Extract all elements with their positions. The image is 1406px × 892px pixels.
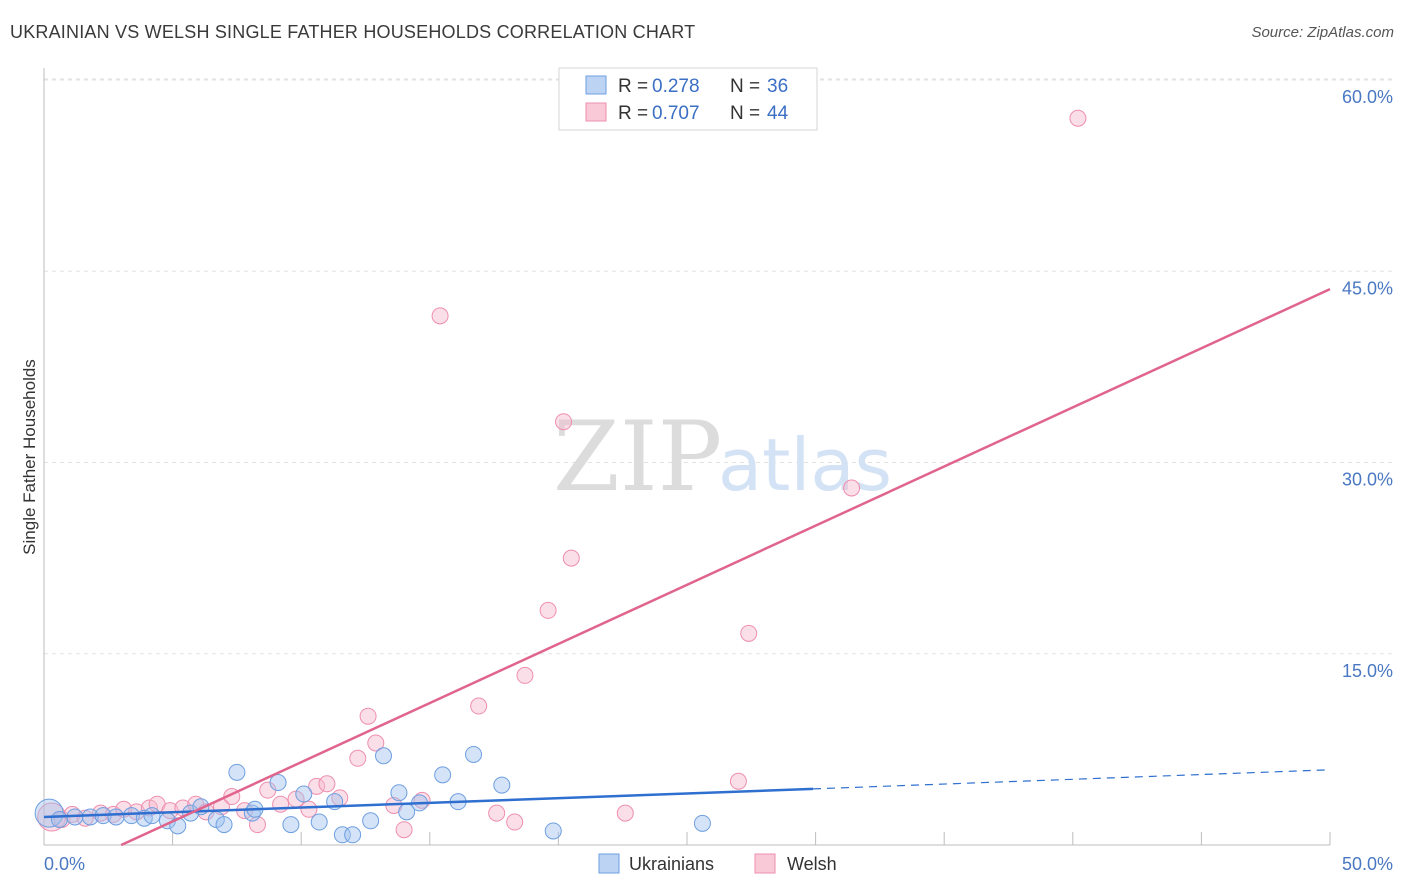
welsh-point: [318, 775, 336, 793]
y-axis-label: Single Father Households: [20, 359, 39, 555]
ukrainians-point: [362, 812, 380, 830]
ukrainians-point: [544, 822, 562, 840]
legend-ukrainians-label: Ukrainians: [629, 854, 714, 874]
ukrainians-point: [434, 766, 452, 784]
welsh-point: [562, 549, 580, 567]
ukrainians-point: [143, 807, 161, 825]
welsh-point: [300, 800, 318, 818]
welsh-point: [506, 813, 524, 831]
ukrainians-point: [333, 826, 351, 844]
axes: [43, 68, 1331, 846]
watermark-zip: ZIP: [553, 401, 722, 513]
trend-lines: [43, 287, 1331, 847]
series-legend: Ukrainians Welsh: [598, 853, 837, 874]
watermark: ZIP atlas: [553, 401, 892, 513]
ukrainians-point: [282, 816, 300, 834]
ukrainians-point: [493, 776, 511, 794]
legend-n-value-2: 44: [767, 103, 789, 124]
y-tick-labels: 15.0% 30.0% 45.0% 60.0%: [1342, 87, 1393, 681]
welsh-point: [359, 707, 377, 725]
ukrainian-points: [34, 745, 711, 844]
watermark-atlas: atlas: [718, 423, 892, 507]
stats-legend: R = 0.278 N = 36 R = 0.707 N = 44: [558, 67, 818, 131]
ukrainians-point: [228, 763, 246, 781]
legend-n-label-2: N =: [730, 103, 760, 124]
welsh-point: [539, 601, 557, 619]
welsh-point: [470, 697, 488, 715]
source-credit: Source: ZipAtlas.com: [1251, 24, 1394, 41]
ukrainians-point: [269, 774, 287, 792]
welsh-point: [555, 413, 573, 431]
welsh-point: [272, 795, 290, 813]
legend-welsh-swatch: [754, 853, 776, 874]
ukrainians-trend-line: [43, 787, 814, 819]
legend-n-value-1: 36: [767, 76, 788, 97]
welsh-point: [395, 821, 413, 839]
ukrainians-point: [310, 813, 328, 831]
welsh-swatch: [585, 102, 607, 122]
ukrainians-point: [50, 811, 68, 828]
y-tick-label: 60.0%: [1342, 87, 1393, 107]
welsh-point: [616, 804, 634, 822]
legend-n-label-1: N =: [730, 76, 760, 97]
ukrainians-point: [295, 785, 313, 803]
welsh-point: [516, 666, 534, 684]
legend-r-label-2: R =: [618, 103, 648, 124]
ukrainians-swatch: [585, 75, 607, 95]
chart-title: UKRAINIAN VS WELSH SINGLE FATHER HOUSEHO…: [10, 22, 696, 42]
legend-r-label-1: R =: [618, 76, 648, 97]
ukrainians-point: [390, 784, 408, 802]
welsh-point: [843, 479, 861, 497]
ukrainians-point: [107, 808, 125, 826]
welsh-point: [161, 802, 179, 820]
legend-r-value-2: 0.707: [652, 103, 700, 124]
grid: [44, 78, 1392, 655]
ukrainians-point: [344, 826, 362, 844]
welsh-point: [740, 624, 758, 642]
welsh-point: [729, 772, 747, 790]
welsh-point: [1069, 109, 1087, 127]
ukrainians-point: [215, 816, 233, 834]
legend-welsh-label: Welsh: [787, 854, 837, 874]
y-tick-label: 30.0%: [1342, 470, 1393, 490]
ukrainians-point: [465, 745, 483, 763]
y-tick-label: 15.0%: [1342, 661, 1393, 681]
legend-r-value-1: 0.278: [652, 76, 700, 97]
ukrainians-point: [34, 798, 64, 828]
welsh-point: [349, 749, 367, 767]
ukrainians-trend-extension: [813, 769, 1331, 790]
ukrainians-point: [81, 808, 99, 826]
welsh-trend-line: [120, 287, 1331, 847]
ukrainians-point: [375, 747, 393, 765]
welsh-point: [308, 777, 326, 795]
x-tick-label-min: 0.0%: [44, 854, 85, 874]
x-tick-label-max: 50.0%: [1342, 854, 1393, 874]
legend-ukrainians-swatch: [598, 853, 620, 874]
welsh-point: [431, 307, 449, 325]
welsh-point: [488, 804, 506, 822]
y-tick-label: 45.0%: [1342, 278, 1393, 298]
welsh-point: [367, 734, 385, 752]
ukrainians-point: [122, 807, 140, 825]
ukrainians-point: [693, 814, 711, 832]
